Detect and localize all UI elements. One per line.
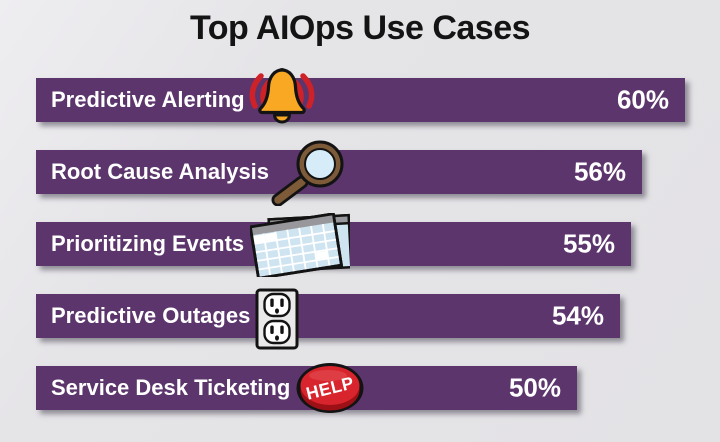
bar-label: Prioritizing Events [51, 231, 245, 256]
bar-row: Prioritizing Events 55% [36, 213, 696, 277]
bar-label: Service Desk Ticketing [51, 375, 291, 400]
bar-row: Predictive Alerting 60% [36, 68, 696, 124]
bar-label: Predictive Alerting [51, 87, 245, 112]
bar-row: Service Desk Ticketing 50% HELP [36, 363, 696, 413]
bar-value: 60% [616, 84, 669, 115]
magnifying-glass-icon [271, 140, 344, 206]
help-button-icon: HELP [296, 363, 364, 413]
calendar-grid-icon [250, 213, 350, 277]
bar-predictive-alerting: Predictive Alerting 60% [36, 78, 685, 122]
bar-row: Root Cause Analysis 56% [36, 140, 696, 206]
page-title: Top AIOps Use Cases [189, 9, 531, 47]
bar-label: Root Cause Analysis [51, 159, 270, 184]
bar-label: Predictive Outages [51, 303, 251, 328]
bar-predictive-outages: Predictive Outages 54% [36, 294, 620, 338]
bar-value: 56% [573, 156, 626, 187]
bar-row: Predictive Outages 54% [36, 288, 696, 350]
bar-value: 50% [508, 372, 561, 403]
bar-value: 54% [551, 300, 604, 331]
bar-value: 55% [562, 228, 615, 259]
alert-bell-icon [249, 68, 315, 124]
power-outlet-icon [255, 288, 299, 350]
